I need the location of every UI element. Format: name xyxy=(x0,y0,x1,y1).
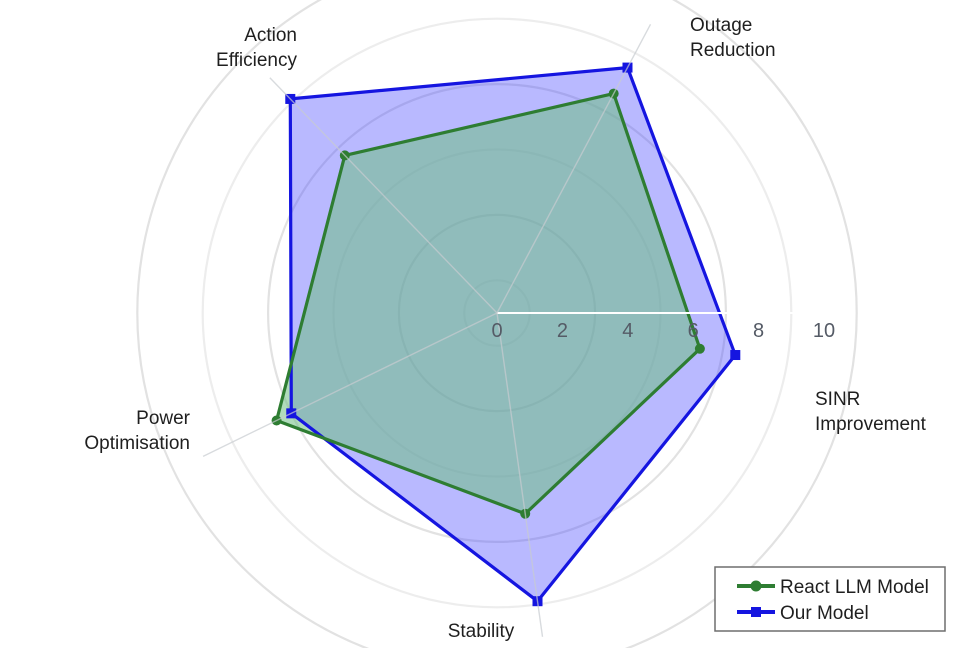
axis-label-power-optimisation: Power Optimisation xyxy=(84,408,190,454)
marker-react-llm-model xyxy=(694,343,705,354)
legend: React LLM Model Our Model xyxy=(714,566,946,632)
axis-spoke xyxy=(496,312,544,637)
radial-tick-label: 6 xyxy=(688,320,699,342)
grid-ring xyxy=(136,0,858,648)
series-line-our-model xyxy=(288,65,737,603)
legend-marker xyxy=(751,607,761,617)
legend-marker xyxy=(750,580,762,592)
radar-series xyxy=(271,62,741,607)
axis-spoke xyxy=(496,23,652,314)
radar-spokes xyxy=(202,23,824,637)
radial-tick-label: 2 xyxy=(557,320,568,342)
axis-label-sinr-improvement: SINR Improvement xyxy=(815,389,927,435)
legend-label: Our Model xyxy=(780,603,869,624)
axis-spoke xyxy=(269,77,498,314)
axis-label-action-efficiency: Action Efficiency xyxy=(216,25,297,71)
radial-tick-labels: 0 2 4 6 8 10 xyxy=(491,320,835,342)
radial-tick-label: 4 xyxy=(622,320,633,342)
axis-label-stability: Stability xyxy=(448,621,515,642)
axis-label-outage-reduction: Outage Reduction xyxy=(690,15,776,61)
legend-box xyxy=(714,566,946,632)
legend-label: React LLM Model xyxy=(780,577,929,598)
radial-tick-label: 8 xyxy=(753,320,764,342)
radial-tick-label: 0 xyxy=(491,320,502,342)
radial-tick-label: 10 xyxy=(813,320,835,342)
axis-labels: SINR Improvement Outage Reduction Action Effi… xyxy=(84,15,926,642)
series-line-react-llm-model xyxy=(275,91,702,516)
marker-our-model xyxy=(730,350,741,361)
axis-spoke xyxy=(202,312,498,457)
